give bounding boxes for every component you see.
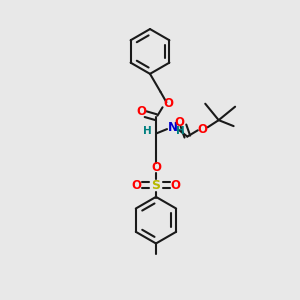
Text: S: S: [152, 179, 160, 192]
Text: O: O: [175, 116, 185, 129]
Text: O: O: [132, 179, 142, 192]
Text: N: N: [167, 121, 177, 134]
Text: O: O: [136, 105, 146, 118]
Text: H: H: [143, 126, 152, 136]
Text: O: O: [151, 161, 161, 174]
Text: O: O: [163, 97, 173, 110]
Text: O: O: [170, 179, 180, 192]
Text: O: O: [197, 123, 207, 136]
Text: H: H: [176, 126, 185, 136]
